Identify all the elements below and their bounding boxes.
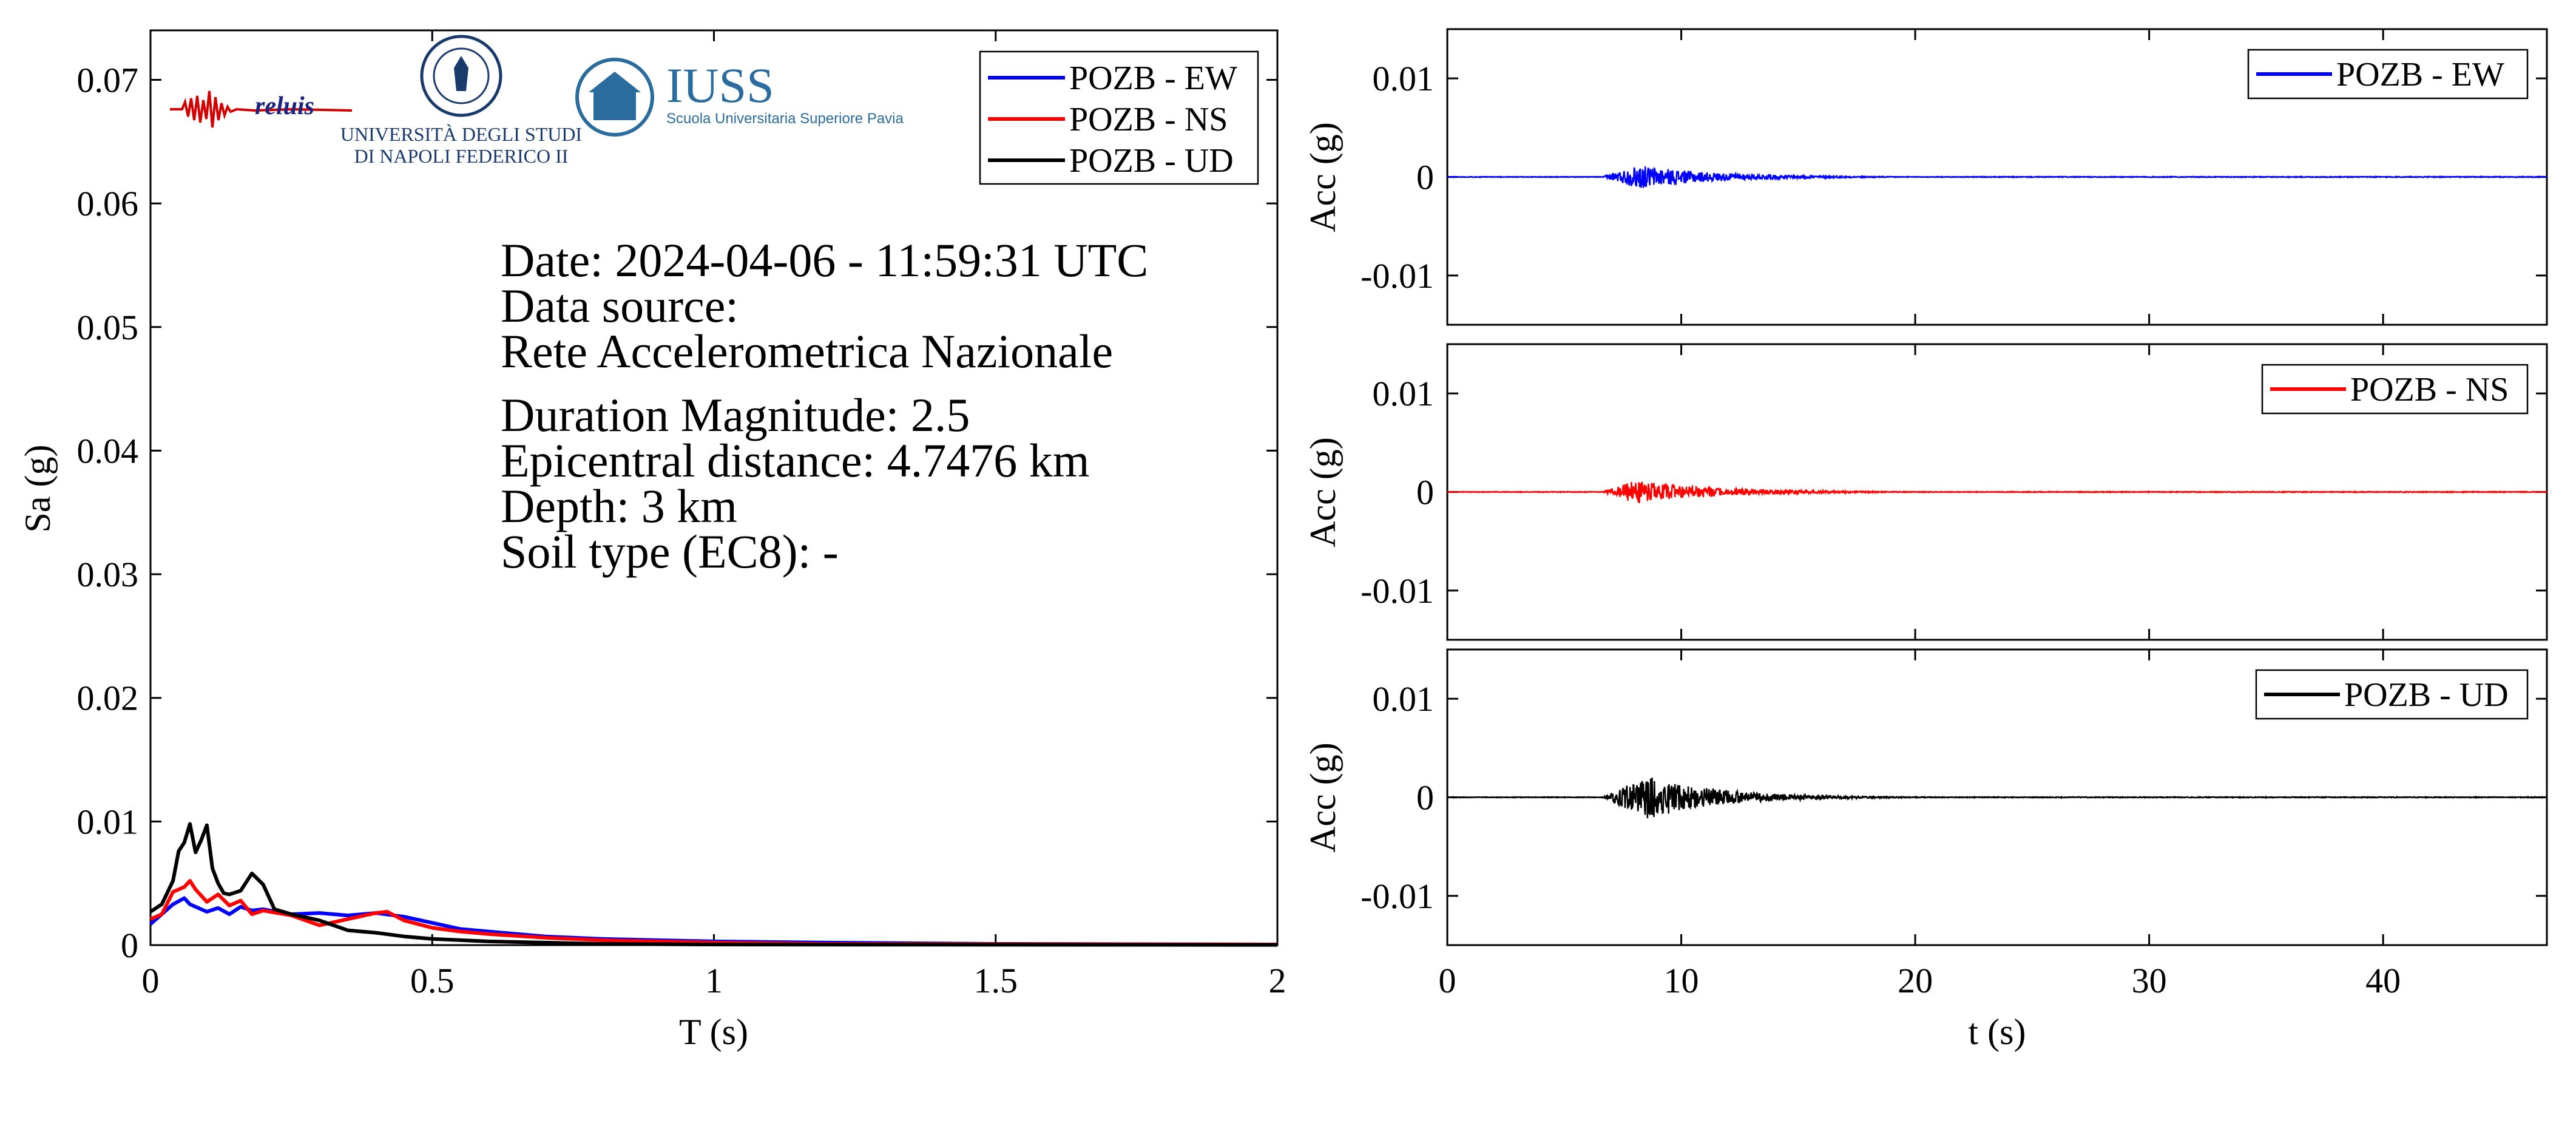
accelerogram-legend-label-ud: POZB - UD bbox=[2344, 676, 2509, 714]
unina-name-line1: UNIVERSITÀ DEGLI STUDI bbox=[340, 123, 582, 145]
spectrum-ytick-label: 0.01 bbox=[77, 802, 139, 841]
info-epicentral-distance: Epicentral distance: 4.7476 km bbox=[501, 434, 1089, 487]
accelerogram-ytick-label: 0.01 bbox=[1373, 679, 1435, 719]
accelerogram-ylabel-ns: Acc (g) bbox=[1303, 437, 1343, 548]
accelerogram-panel-ud: 0 10 20 30 40 0.01 0 -0.01 Acc (g) t (s) POZB -… bbox=[1303, 648, 2548, 1052]
accelerogram-ticks-ns: 0.01 0 -0.01 bbox=[1361, 344, 2547, 640]
unina-name-line2: DI NAPOLI FEDERICO II bbox=[354, 145, 569, 167]
iuss-emblem-building bbox=[593, 91, 636, 120]
accelerogram-ytick-label: 0.01 bbox=[1373, 374, 1435, 413]
accelerogram-legend-label-ew: POZB - EW bbox=[2336, 56, 2504, 93]
unina-seal bbox=[420, 35, 502, 117]
spectrum-ytick-label: 0.03 bbox=[77, 555, 139, 594]
iuss-logo: IUSS Scuola Universitaria Superiore Pavi… bbox=[575, 58, 904, 137]
accelerogram-legend-ud: POZB - UD bbox=[2255, 669, 2529, 720]
spectrum-lines bbox=[149, 822, 1278, 947]
spectrum-xtick-label: 0.5 bbox=[410, 961, 455, 1000]
accelerogram-trace-ud bbox=[1447, 778, 2547, 819]
iuss-wordmark: IUSS bbox=[666, 58, 774, 113]
info-depth: Depth: 3 km bbox=[501, 480, 737, 532]
spectrum-line-ud bbox=[149, 822, 1278, 947]
spectrum-xtick-label: 2 bbox=[1269, 961, 1286, 1000]
spectrum-ytick-label: 0.05 bbox=[77, 308, 139, 347]
spectrum-ticks: 0 0.5 1 1.5 2 0 0.01 0.02 0.03 0.04 0.05 0.06 0.07 bbox=[77, 30, 1286, 1000]
spectrum-ytick-label: 0.07 bbox=[77, 60, 139, 100]
spectrum-ytick-label: 0 bbox=[121, 926, 138, 965]
accelerogram-ytick-label: -0.01 bbox=[1361, 877, 1434, 916]
accelerogram-ytick-label: 0 bbox=[1416, 778, 1434, 818]
unina-seal-inner bbox=[433, 47, 490, 104]
accelerogram-legend-ew: POZB - EW bbox=[2247, 49, 2529, 100]
accelerogram-line-ns bbox=[1447, 481, 2547, 503]
reluis-logo: reluis bbox=[170, 90, 353, 128]
spectrum-xlabel: T (s) bbox=[679, 1012, 748, 1052]
spectrum-ytick-label: 0.02 bbox=[77, 679, 139, 718]
legend-label-ud: POZB - UD bbox=[1069, 142, 1234, 180]
legend-label-ew: POZB - EW bbox=[1069, 59, 1237, 97]
accelerogram-ytick-label: -0.01 bbox=[1361, 256, 1434, 296]
unina-logo: UNIVERSITÀ DEGLI STUDI DI NAPOLI FEDERIC… bbox=[340, 35, 582, 167]
accelerogram-ticks-ew: 0.01 0 -0.01 bbox=[1361, 29, 2547, 325]
spectrum-xtick-label: 0 bbox=[142, 961, 160, 1000]
spectrum-line-ns bbox=[149, 879, 1278, 946]
accelerogram-legend-ns: POZB - NS bbox=[2261, 364, 2529, 415]
accelerogram-xtick-label: 10 bbox=[1664, 961, 1699, 1000]
accelerogram-xtick-label: 30 bbox=[2132, 961, 2167, 1000]
unina-seal-figure bbox=[454, 56, 468, 91]
accelerogram-xlabel: t (s) bbox=[1969, 1012, 2026, 1052]
event-info: Date: 2024-04-06 - 11:59:31 UTC Data sou… bbox=[501, 234, 1148, 578]
accelerogram-ytick-label: 0.01 bbox=[1373, 59, 1435, 98]
spectrum-panel: 0 0.5 1 1.5 2 0 0.01 0.02 0.03 0.04 0.05 0.06 0.07 T… bbox=[18, 29, 1286, 1052]
legend-label-ns: POZB - NS bbox=[1069, 101, 1228, 138]
reluis-seismogram-mark bbox=[170, 90, 353, 128]
accelerogram-xtick-label: 20 bbox=[1898, 961, 1933, 1000]
accelerogram-trace-ew bbox=[1447, 166, 2547, 188]
reluis-wordmark: reluis bbox=[255, 92, 314, 120]
spectrum-ytick-label: 0.06 bbox=[77, 184, 139, 223]
info-data-source-label: Data source: bbox=[501, 279, 739, 332]
accelerogram-ytick-label: 0 bbox=[1416, 473, 1434, 512]
accelerogram-ylabel-ud: Acc (g) bbox=[1303, 742, 1343, 853]
info-magnitude: Duration Magnitude: 2.5 bbox=[501, 388, 970, 441]
accelerogram-panel-ew: 0.01 0 -0.01 Acc (g) POZB - EW bbox=[1303, 28, 2548, 326]
spectrum-ylabel: Sa (g) bbox=[18, 445, 58, 533]
accelerogram-panel-ns: 0.01 0 -0.01 Acc (g) POZB - NS bbox=[1303, 343, 2548, 641]
accelerogram-xtick-label: 40 bbox=[2365, 961, 2401, 1000]
accelerogram-line-ud bbox=[1447, 778, 2547, 819]
info-soil-type: Soil type (EC8): - bbox=[501, 525, 839, 578]
iuss-emblem-roof bbox=[589, 72, 641, 92]
iuss-emblem bbox=[575, 58, 654, 137]
accelerogram-legend-label-ns: POZB - NS bbox=[2350, 371, 2509, 409]
iuss-subtitle: Scuola Universitaria Superiore Pavia bbox=[666, 110, 904, 127]
accelerogram-xtick-label: 0 bbox=[1439, 961, 1456, 1000]
accelerogram-ytick-label: -0.01 bbox=[1361, 571, 1434, 611]
spectrum-legend: POZB - EW POZB - NS POZB - UD bbox=[979, 50, 1259, 185]
spectrum-ytick-label: 0.04 bbox=[77, 431, 139, 470]
info-data-source: Rete Accelerometrica Nazionale bbox=[501, 325, 1113, 378]
spectrum-xtick-label: 1 bbox=[705, 961, 723, 1000]
accelerogram-ylabel-ew: Acc (g) bbox=[1303, 122, 1343, 232]
accelerogram-ytick-label: 0 bbox=[1416, 158, 1434, 197]
accelerogram-trace-ns bbox=[1447, 481, 2547, 503]
info-date: Date: 2024-04-06 - 11:59:31 UTC bbox=[501, 234, 1148, 287]
accelerogram-line-ew bbox=[1447, 166, 2547, 188]
spectrum-xtick-label: 1.5 bbox=[974, 961, 1018, 1000]
